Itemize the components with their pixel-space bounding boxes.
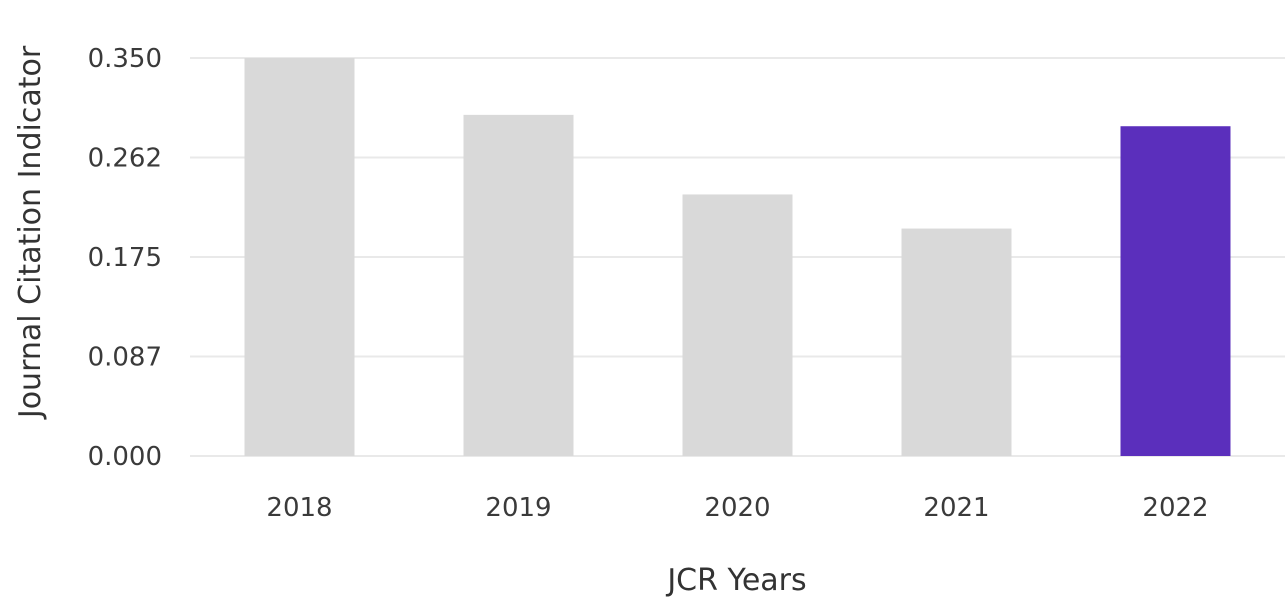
x-tick-label: 2020 bbox=[704, 493, 770, 523]
x-axis-ticks: 2018 2019 2020 2021 2022 bbox=[266, 493, 1208, 523]
bar-2018[interactable] bbox=[244, 58, 355, 456]
y-tick-label: 0.087 bbox=[88, 343, 162, 373]
x-tick-label: 2019 bbox=[485, 493, 551, 523]
y-tick-label: 0.000 bbox=[88, 442, 162, 472]
x-tick-label: 2021 bbox=[923, 493, 989, 523]
x-tick-label: 2022 bbox=[1142, 493, 1208, 523]
y-tick-label: 0.175 bbox=[88, 243, 162, 273]
y-axis-ticks: 0.000 0.087 0.175 0.262 0.350 bbox=[88, 44, 162, 472]
bars bbox=[244, 58, 1231, 456]
y-axis-title: Journal Citation Indicator bbox=[13, 45, 48, 420]
y-tick-label: 0.262 bbox=[88, 144, 162, 174]
y-tick-label: 0.350 bbox=[88, 44, 162, 74]
bar-2019[interactable] bbox=[463, 114, 574, 456]
bar-2021[interactable] bbox=[901, 228, 1012, 456]
x-tick-label: 2018 bbox=[266, 493, 332, 523]
bar-2020[interactable] bbox=[682, 194, 793, 456]
x-axis-title: JCR Years bbox=[665, 563, 806, 598]
bar-2022[interactable] bbox=[1120, 126, 1231, 456]
